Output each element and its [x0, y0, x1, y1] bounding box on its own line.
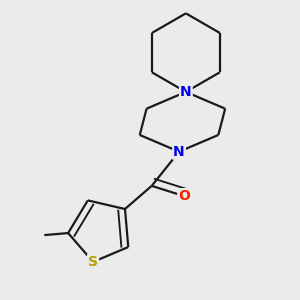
Text: O: O: [178, 189, 190, 203]
Text: N: N: [180, 85, 192, 99]
Text: N: N: [173, 145, 185, 159]
Text: S: S: [88, 255, 98, 269]
